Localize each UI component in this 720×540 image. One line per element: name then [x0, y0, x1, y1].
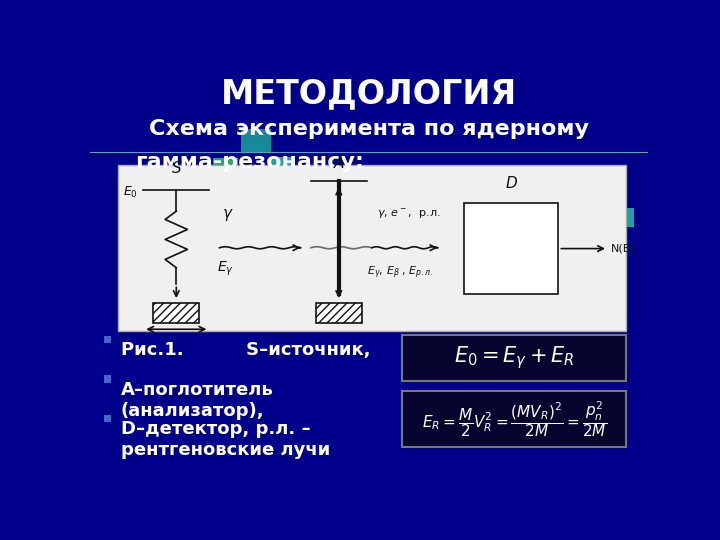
- Text: МЕТОДОЛОГИЯ: МЕТОДОЛОГИЯ: [221, 77, 517, 110]
- Bar: [118, 165, 626, 331]
- Bar: [213, 158, 238, 177]
- Bar: [104, 415, 111, 422]
- Text: A: A: [333, 156, 344, 171]
- Text: D–детектор, р.л. –
рентгеновские лучи: D–детектор, р.л. – рентгеновские лучи: [121, 420, 330, 459]
- Bar: [104, 336, 111, 343]
- Text: $E_R = \dfrac{M}{2}V_R^2 = \dfrac{(MV_R)^2}{2M} = \dfrac{p_n^2}{2M}$: $E_R = \dfrac{M}{2}V_R^2 = \dfrac{(MV_R)…: [421, 399, 607, 439]
- Text: N(E): N(E): [611, 244, 634, 254]
- Bar: [402, 335, 626, 381]
- Bar: [609, 208, 634, 227]
- Bar: [104, 375, 111, 383]
- Text: $\gamma$: $\gamma$: [222, 207, 234, 223]
- Text: гамма-резонансу:: гамма-резонансу:: [135, 152, 364, 172]
- Text: $\gamma$, $e^-$,  р.л.: $\gamma$, $e^-$, р.л.: [377, 208, 441, 221]
- Text: $E_0 = E_{\gamma} + E_R$: $E_0 = E_{\gamma} + E_R$: [454, 344, 575, 371]
- Bar: [464, 203, 559, 294]
- Bar: [153, 302, 199, 322]
- Bar: [316, 302, 361, 322]
- Text: D: D: [505, 176, 517, 191]
- Text: Схема эксперимента по ядерному: Схема эксперимента по ядерному: [149, 119, 589, 139]
- Text: $E_{\gamma}$: $E_{\gamma}$: [217, 259, 234, 278]
- Bar: [269, 157, 295, 177]
- Bar: [581, 180, 610, 202]
- Text: Рис.1.          S–источник,: Рис.1. S–источник,: [121, 341, 370, 359]
- Text: $E_0$: $E_0$: [123, 185, 138, 200]
- Bar: [402, 391, 626, 447]
- Text: $E_{\gamma}$, $E_{\beta}$ , $E_{р.л.}$: $E_{\gamma}$, $E_{\beta}$ , $E_{р.л.}$: [366, 265, 433, 281]
- Bar: [240, 129, 271, 152]
- Text: А–поглотитель
(анализатор),: А–поглотитель (анализатор),: [121, 381, 274, 420]
- Text: S: S: [171, 161, 181, 176]
